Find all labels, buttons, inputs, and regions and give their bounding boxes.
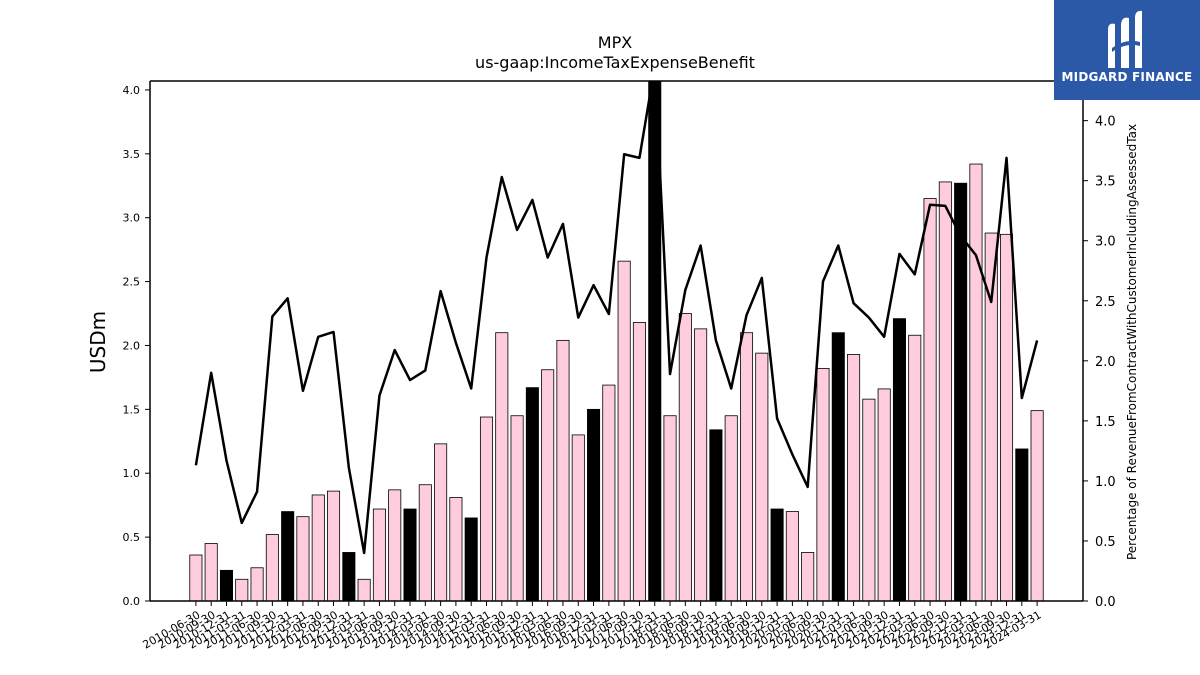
bar <box>785 511 799 601</box>
bar <box>755 352 769 601</box>
y2-tick-label: 4.0 <box>1095 115 1116 130</box>
bar <box>357 578 371 601</box>
bar <box>1015 448 1029 601</box>
bar <box>678 313 692 601</box>
bar <box>327 490 341 601</box>
chart-title: MPX <box>598 33 632 52</box>
bar <box>265 534 279 601</box>
bar <box>541 369 555 601</box>
bar <box>189 554 203 601</box>
bar <box>724 415 738 601</box>
y-axis-label: USDm <box>86 311 110 373</box>
bar <box>831 332 845 601</box>
bar <box>1030 410 1044 601</box>
bar <box>495 332 509 601</box>
y-tick-label: 4.0 <box>123 84 141 97</box>
y2-tick-label: 2.0 <box>1095 355 1116 370</box>
bar <box>862 398 876 601</box>
y2-tick-label: 3.0 <box>1095 235 1116 250</box>
bar <box>648 81 662 601</box>
bar <box>969 163 983 601</box>
y2-tick-label: 1.0 <box>1095 475 1116 490</box>
y-tick-label: 2.5 <box>123 276 141 289</box>
bar <box>311 494 325 601</box>
bar <box>464 517 478 601</box>
bar <box>847 354 861 601</box>
bar <box>571 434 585 601</box>
y2-tick-label: 0.5 <box>1095 535 1116 550</box>
bar <box>556 339 570 601</box>
bar <box>892 318 906 601</box>
bar <box>877 388 891 601</box>
bar <box>510 415 524 601</box>
bar <box>632 322 646 601</box>
bar <box>296 516 310 601</box>
bar <box>617 260 631 601</box>
brand-logo: MIDGARD FINANCE <box>1054 0 1200 100</box>
bar <box>801 552 815 601</box>
y-tick-label: 3.5 <box>123 148 141 161</box>
y-tick-label: 0.5 <box>123 531 141 544</box>
bar <box>372 508 386 601</box>
line-layer <box>194 81 1039 555</box>
bar <box>816 368 830 601</box>
y2-axis-label: Percentage of RevenueFromContractWithCus… <box>1125 124 1139 560</box>
y2-tick-label: 0.0 <box>1095 595 1116 610</box>
y-tick-label: 0.0 <box>123 595 141 608</box>
bar <box>250 567 264 601</box>
bar <box>418 484 432 601</box>
bar <box>434 443 448 601</box>
series-line <box>194 81 1039 555</box>
y2-tick-label: 2.5 <box>1095 295 1116 310</box>
axes-layer: 0.0 0.5 1.0 1.5 2.0 2.5 3.0 3.5 4.0 0.0 0.5 1.0 1.5 2… <box>123 80 1116 652</box>
midgard-logo-icon <box>1108 10 1142 69</box>
y-tick-label: 1.5 <box>123 403 141 416</box>
bar <box>219 569 234 601</box>
y-tick-label: 1.0 <box>123 467 141 480</box>
bar <box>235 578 249 601</box>
bar <box>388 489 402 601</box>
bar <box>694 328 708 601</box>
chart-subtitle: us-gaap:IncomeTaxExpenseBenefit <box>475 53 755 72</box>
bar <box>739 332 754 601</box>
bar <box>342 552 356 601</box>
bar <box>954 182 968 601</box>
y2-tick-label: 1.5 <box>1095 415 1116 430</box>
bar <box>709 429 723 601</box>
y-tick-label: 2.0 <box>123 339 141 352</box>
bar <box>923 198 937 601</box>
bar <box>281 511 295 601</box>
y-tick-label: 3.0 <box>123 212 141 225</box>
bar <box>770 508 784 601</box>
bar <box>204 543 218 601</box>
y2-tick-label: 3.5 <box>1095 175 1116 190</box>
bar <box>908 334 922 601</box>
bar <box>479 416 494 601</box>
bar <box>1000 233 1014 601</box>
bar <box>602 384 616 601</box>
bars-layer <box>189 81 1044 601</box>
bar <box>403 508 417 601</box>
bar <box>587 408 601 601</box>
bar <box>663 415 677 601</box>
brand-name: MIDGARD FINANCE <box>1061 70 1193 84</box>
bar <box>449 497 463 601</box>
bar <box>938 181 952 601</box>
bar <box>525 387 539 601</box>
